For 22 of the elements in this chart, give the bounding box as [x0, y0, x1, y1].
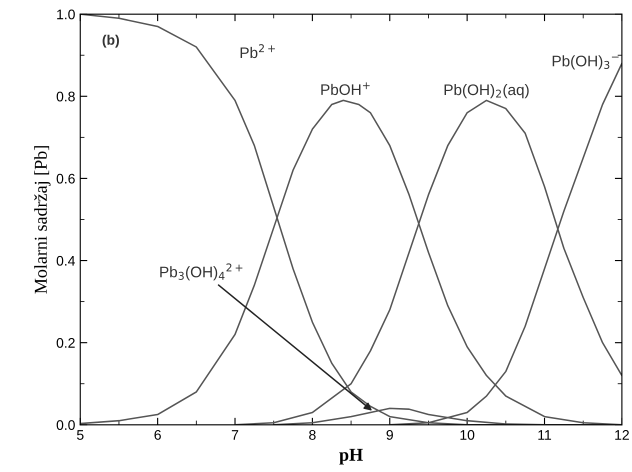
y-tick-label: 0.6	[56, 174, 75, 184]
x-tick-label: 6	[154, 430, 161, 440]
y-tick-label: 0.8	[56, 92, 75, 102]
y-tick-label: 1.0	[57, 9, 75, 20]
x-tick-label: 9	[386, 430, 393, 440]
y-tick-label: 0.2	[56, 338, 75, 348]
annotation: Pb(OH)$_{3}$$^{−}$	[552, 55, 619, 70]
annotation: Pb(OH)$_{2}$(aq)	[444, 84, 529, 98]
annotation: Pb$_{3}$(OH)$_{4}$$^{2+}$	[160, 263, 242, 280]
x-tick-label: 11	[538, 430, 552, 440]
annotation: Pb$^{2+}$	[240, 44, 275, 58]
x-tick-label: 7	[232, 430, 238, 440]
annotation: (b)	[102, 34, 119, 48]
x-axis-title: pH	[339, 448, 363, 465]
x-tick-label: 8	[309, 430, 316, 440]
y-tick-label: 0.0	[56, 420, 75, 430]
y-axis-title: Molarni sadržaj [Pb]	[34, 146, 51, 294]
x-tick-label: 12	[615, 430, 629, 440]
y-tick-label: 0.4	[56, 256, 75, 266]
x-tick-label: 5	[76, 430, 84, 440]
x-tick-label: 10	[460, 430, 474, 440]
annotation: PbOH$^{+}$	[321, 82, 370, 96]
